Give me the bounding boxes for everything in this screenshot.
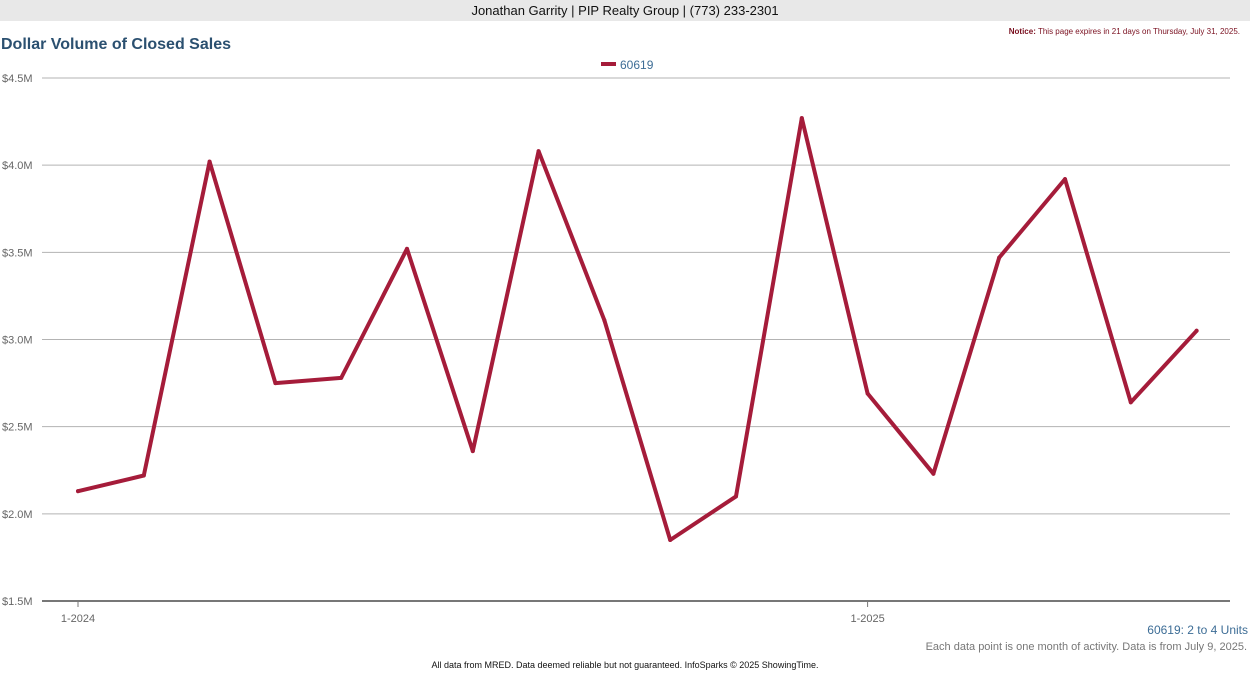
- legend-label: 60619: [620, 58, 654, 72]
- y-tick-label: $2.5M: [2, 422, 33, 434]
- data-point: [1194, 328, 1199, 333]
- data-point: [1128, 400, 1133, 405]
- data-point: [141, 473, 146, 478]
- notice-label: Notice:: [1008, 27, 1036, 36]
- notice-text: This page expires in 21 days on Thursday…: [1037, 27, 1240, 36]
- data-point: [207, 159, 212, 164]
- data-point: [405, 246, 409, 251]
- y-tick-label: $3.5M: [2, 247, 33, 259]
- series-line: [76, 116, 1199, 542]
- y-tick-label: $4.0M: [2, 160, 33, 172]
- data-point: [668, 537, 673, 542]
- agent-line: Jonathan Garrity | PIP Realty Group | (7…: [471, 3, 779, 18]
- data-point: [997, 255, 1002, 260]
- y-tick-label: $1.5M: [2, 596, 33, 608]
- data-point: [470, 449, 475, 454]
- data-point: [734, 494, 738, 499]
- disclaimer: All data from MRED. Data deemed reliable…: [431, 660, 819, 670]
- data-point: [339, 375, 344, 380]
- x-tick-label: 1-2024: [61, 613, 95, 625]
- data-point: [1063, 177, 1067, 182]
- agent-header: Jonathan Garrity | PIP Realty Group | (7…: [0, 0, 1250, 21]
- data-point: [76, 489, 80, 494]
- y-tick-label: $3.0M: [2, 335, 33, 347]
- data-point: [799, 116, 804, 121]
- y-tick-label: $2.0M: [2, 509, 33, 521]
- data-point: [536, 149, 541, 154]
- y-tick-label: $4.5M: [2, 73, 33, 85]
- data-note: Each data point is one month of activity…: [925, 641, 1247, 653]
- data-point: [273, 381, 278, 386]
- data-point: [602, 318, 607, 323]
- data-point: [865, 391, 870, 396]
- chart-title: Dollar Volume of Closed Sales: [1, 36, 231, 53]
- expiration-notice: Notice: This page expires in 21 days on …: [1009, 27, 1240, 36]
- data-point: [931, 471, 936, 476]
- x-tick-label: 1-2025: [850, 613, 884, 625]
- units-caption: 60619: 2 to 4 Units: [1147, 623, 1248, 637]
